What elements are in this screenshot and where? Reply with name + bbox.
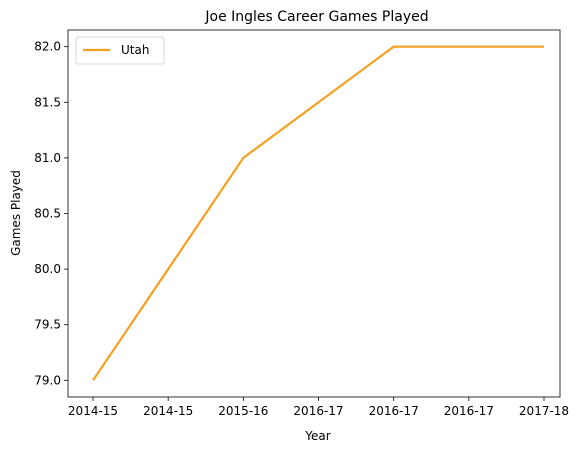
x-tick-label: 2017-18 (519, 404, 569, 418)
y-tick-label: 79.0 (34, 373, 61, 387)
y-tick-label: 82.0 (34, 40, 61, 54)
legend-box (75, 36, 165, 65)
legend-label-utah: Utah (121, 43, 149, 57)
chart-title: Joe Ingles Career Games Played (204, 9, 428, 25)
y-axis-ticks: 79.0 79.5 80.0 80.5 81.0 81.5 82.0 (34, 40, 68, 387)
x-tick-label: 2016-17 (293, 404, 343, 418)
y-axis-label: Games Played (9, 170, 23, 256)
x-axis-ticks: 2014-15 2014-15 2015-16 2016-17 2016-17 2016-… (68, 397, 569, 418)
y-tick-label: 80.0 (34, 262, 61, 276)
x-tick-label: 2015-16 (218, 404, 268, 418)
y-tick-label: 79.5 (34, 318, 61, 332)
plot-lines (92, 45, 544, 381)
x-tick-label: 2014-15 (68, 404, 118, 418)
y-tick-label: 80.5 (34, 207, 61, 221)
x-tick-label: 2016-17 (444, 404, 494, 418)
x-tick-label: 2014-15 (143, 404, 193, 418)
x-axis-label: Year (304, 429, 330, 443)
series-line-utah (92, 45, 544, 381)
plot-frame (67, 29, 561, 398)
x-tick-label: 2016-17 (369, 404, 419, 418)
legend: Utah (75, 36, 165, 65)
y-tick-label: 81.0 (34, 151, 61, 165)
y-tick-label: 81.5 (34, 95, 61, 109)
